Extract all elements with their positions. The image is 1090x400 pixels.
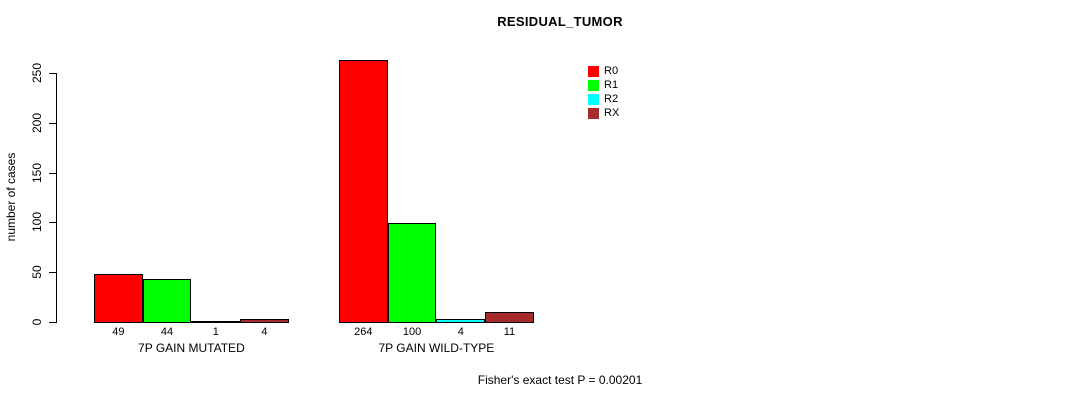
legend-swatch-icon <box>588 66 599 77</box>
legend-swatch-icon <box>588 108 599 119</box>
y-tick-label: 50 <box>30 265 44 279</box>
bar-count-label: 1 <box>212 326 219 338</box>
legend-swatch-icon <box>588 94 599 105</box>
bar-r0-group1 <box>94 274 143 323</box>
bar-count-label: 100 <box>402 326 422 338</box>
legend-swatch-icon <box>588 80 599 91</box>
bar-count-label: 4 <box>457 326 464 338</box>
bar-count-label: 264 <box>354 326 373 338</box>
bar-r2-group2 <box>436 319 486 323</box>
x-group-label: 7P GAIN WILD-TYPE <box>378 341 495 355</box>
y-axis-line <box>56 73 57 323</box>
bar-r1-group1 <box>142 279 192 323</box>
x-group-label: 7P GAIN MUTATED <box>138 341 245 355</box>
bar-count-label: 11 <box>503 326 516 338</box>
legend-label: R1 <box>604 79 619 91</box>
y-tick-mark <box>49 172 57 174</box>
y-tick-label: 0 <box>30 318 44 326</box>
legend-label: R0 <box>604 65 619 77</box>
y-tick-label: 250 <box>30 62 44 84</box>
legend-label: R2 <box>604 93 619 105</box>
chart-title: RESIDUAL_TUMOR <box>497 14 623 29</box>
y-tick-label: 200 <box>30 112 44 133</box>
y-axis-label: number of cases <box>4 152 18 242</box>
y-tick-mark <box>49 73 57 74</box>
bar-r2-group1 <box>191 321 241 323</box>
bar-r1-group2 <box>387 223 437 323</box>
bar-count-label: 49 <box>112 326 125 338</box>
y-tick-mark <box>49 272 57 274</box>
y-tick-mark <box>49 222 57 224</box>
bar-rx-group1 <box>240 319 289 323</box>
y-tick-mark <box>49 322 57 323</box>
y-tick-mark <box>49 122 57 124</box>
y-tick-label: 150 <box>30 162 44 183</box>
bar-count-label: 44 <box>160 326 174 338</box>
legend-label: RX <box>604 107 620 119</box>
fisher-test-annotation: Fisher's exact test P = 0.00201 <box>477 373 643 387</box>
bar-count-label: 4 <box>261 326 268 338</box>
bar-r0-group2 <box>339 60 388 323</box>
y-tick-label: 100 <box>30 212 44 233</box>
bar-rx-group2 <box>485 312 534 323</box>
